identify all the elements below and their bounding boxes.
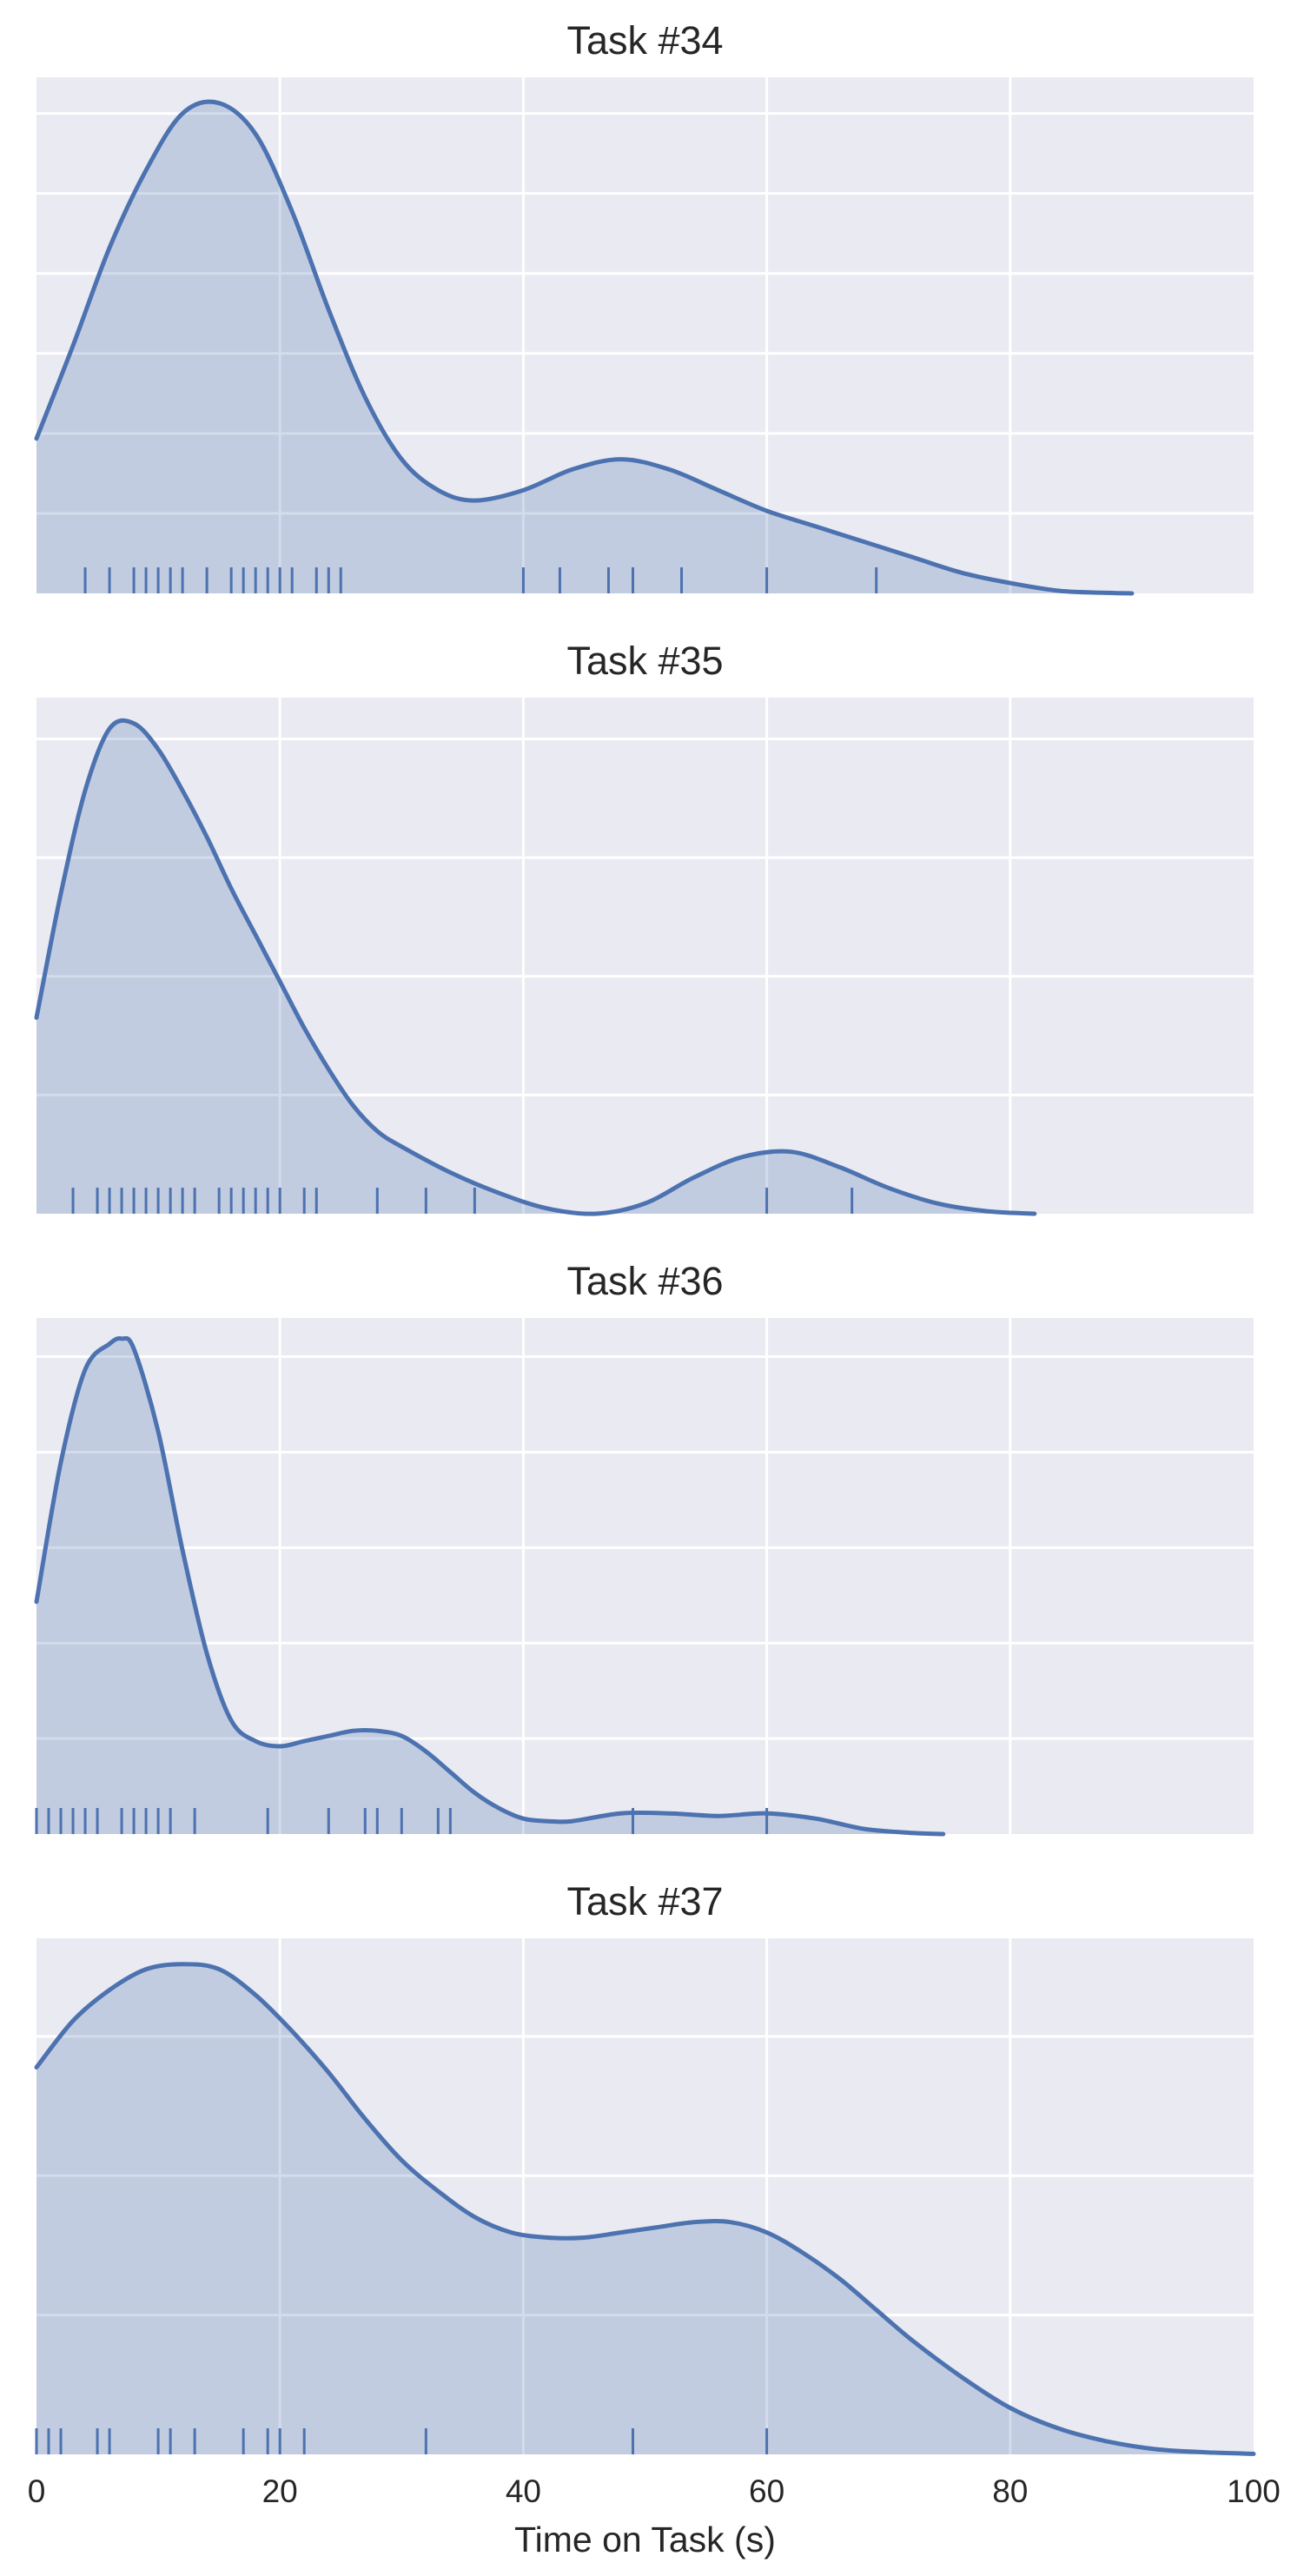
- density-line: [34, 718, 1037, 1216]
- panel-task-34: Task #34: [34, 18, 1254, 596]
- panel-title: Task #35: [566, 639, 723, 683]
- panel-title: Task #36: [566, 1259, 723, 1303]
- density-line: [34, 99, 1135, 596]
- density-area: [36, 720, 1035, 1215]
- x-tick-label: 0: [28, 2473, 46, 2509]
- panel-task-35: Task #35: [34, 639, 1254, 1216]
- panel-task-36: Task #36: [34, 1259, 1254, 1837]
- density-line: [34, 1335, 946, 1837]
- panel-task-37: Task #37: [34, 1879, 1256, 2456]
- plot-background: [36, 1318, 1254, 1834]
- plot-background: [36, 77, 1254, 593]
- x-tick-label: 20: [262, 2473, 298, 2509]
- density-area: [36, 1338, 943, 1834]
- plot-background: [36, 698, 1254, 1214]
- x-tick-label: 40: [506, 2473, 541, 2509]
- x-tick-label: 80: [992, 2473, 1028, 2509]
- x-tick-label: 60: [749, 2473, 784, 2509]
- x-axis: 0 20 40 60 80 100: [28, 2473, 1281, 2509]
- x-axis-label: Time on Task (s): [514, 2520, 776, 2559]
- panel-title: Task #37: [566, 1879, 723, 1924]
- density-area: [36, 102, 1132, 593]
- x-tick-label: 100: [1227, 2473, 1281, 2509]
- panel-title: Task #34: [566, 18, 723, 63]
- plot-background: [36, 1938, 1254, 2454]
- density-area: [36, 1963, 1254, 2454]
- density-line: [34, 1962, 1256, 2456]
